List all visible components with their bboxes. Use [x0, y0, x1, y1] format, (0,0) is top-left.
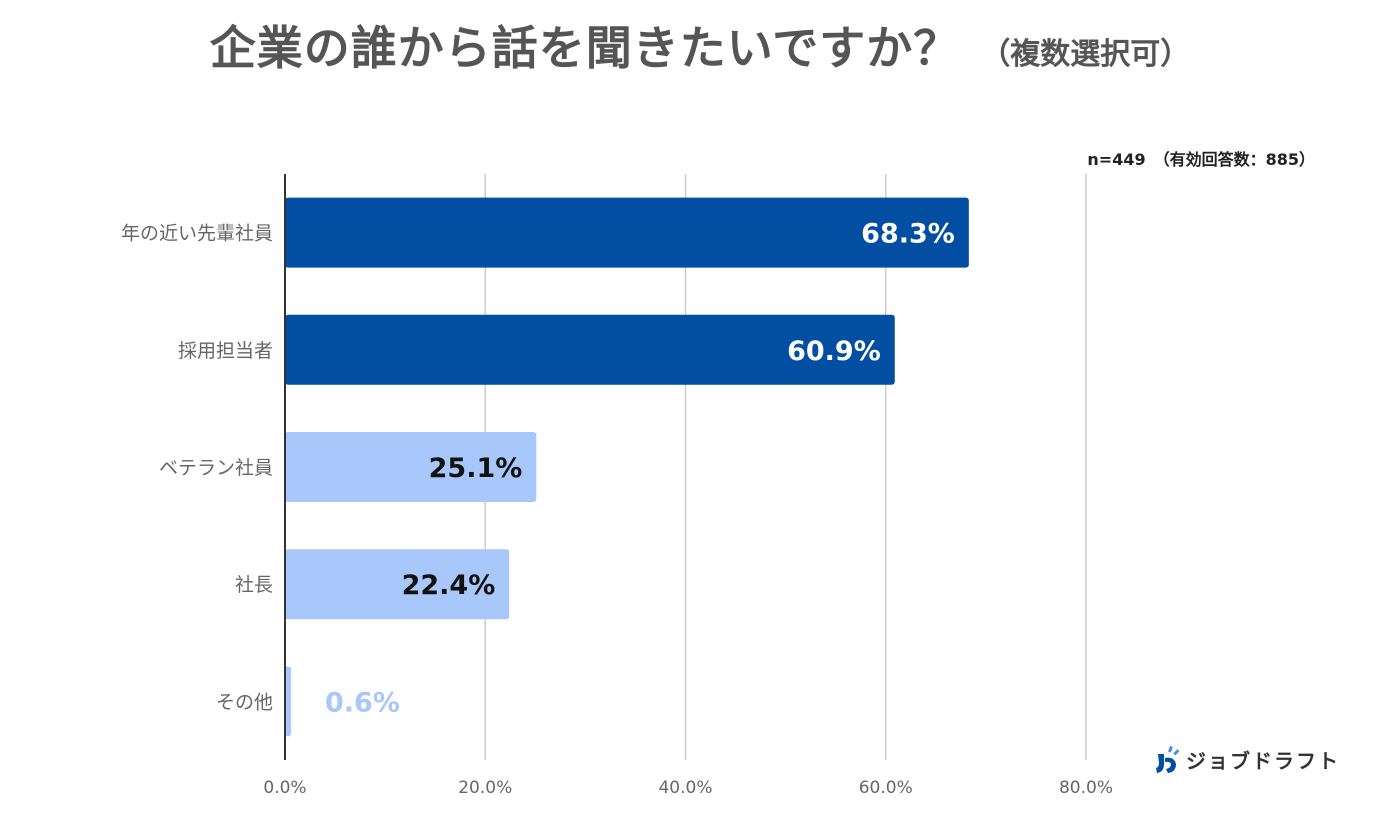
data-label: 22.4% — [402, 570, 496, 601]
bar — [285, 197, 969, 268]
sample-size-note: n=449 （有効回答数：885） — [1087, 150, 1315, 169]
data-label: 68.3% — [861, 219, 955, 250]
x-tick-label: 40.0% — [658, 778, 712, 798]
data-label: 25.1% — [429, 453, 523, 484]
category-label: 社長 — [235, 574, 273, 596]
data-label: 60.9% — [787, 336, 881, 367]
x-tick-label: 20.0% — [458, 778, 512, 798]
bar — [285, 432, 537, 502]
category-label: その他 — [216, 691, 273, 713]
brand-logo: ジョブドラフト — [1152, 742, 1340, 776]
chart-title-main: 企業の誰から話を聞きたいですか？ — [209, 21, 961, 75]
x-tick-label: 0.0% — [263, 778, 306, 798]
category-label: 年の近い先輩社員 — [121, 223, 273, 245]
data-label: 0.6% — [325, 687, 400, 718]
chart-title-sub: （複数選択可） — [980, 37, 1191, 72]
category-label: 採用担当者 — [178, 340, 273, 362]
x-tick-label: 60.0% — [859, 778, 913, 798]
category-label: ベテラン社員 — [159, 457, 273, 479]
logo-text: ジョブドラフト — [1186, 748, 1340, 773]
bar — [285, 314, 895, 385]
job-draft-logo-icon — [1156, 745, 1180, 773]
x-tick-label: 80.0% — [1059, 778, 1113, 798]
bar — [285, 666, 292, 737]
chart-title: 企業の誰から話を聞きたいですか？ （複数選択可） — [0, 12, 1400, 78]
bar — [285, 549, 510, 620]
